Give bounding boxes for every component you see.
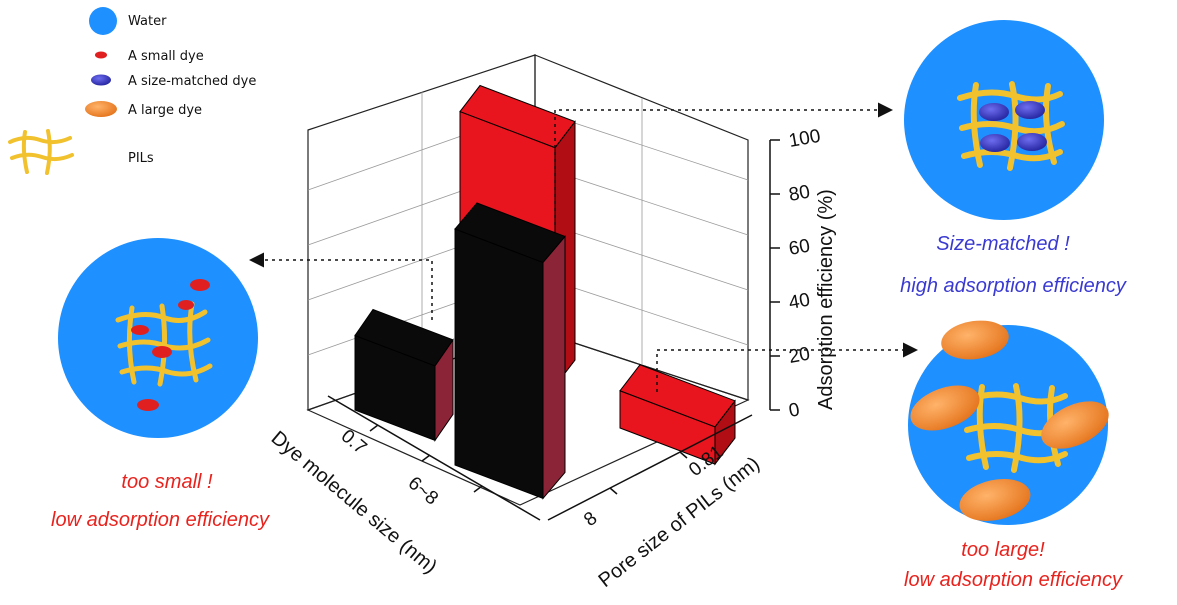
z-tick-label: 60 [787,236,811,260]
bar-top-face [459,84,576,149]
legend: Water A small dye A size-matched dye A l… [8,7,256,175]
left-caption-line2: low adsorption efficiency [51,509,270,531]
callout-arrows [249,102,918,392]
top-right-caption-line1: Size-matched ! [936,233,1070,255]
legend-label: Water [128,14,167,29]
legend-label: A small dye [128,49,204,64]
pil-network-icon [115,301,213,387]
y-axis-label: Pore size of PILs (nm) [595,453,764,592]
water-circle [904,20,1104,220]
x-tick-label: 6~8 [404,473,442,510]
z-tick-label: 100 [787,126,822,152]
z-tick-label: 80 [787,182,811,206]
z-tick-label: 0 [787,399,801,422]
bar-top-face [354,308,454,367]
small-dye-icon [95,51,107,59]
large-dye-molecules [910,320,1109,521]
left-caption-line1: too small ! [121,471,213,493]
z-axis-label: Adsorption efficiency (%) [815,189,837,410]
legend-label: A size-matched dye [128,74,256,89]
bar-top-face [619,364,736,428]
water-circle-icon [89,7,117,35]
water-circle [58,238,258,438]
large-dye-panel: too large! low adsorption efficiency [904,320,1123,591]
bars [354,84,736,500]
legend-item-water: Water [89,7,167,35]
matched-dye-molecules [979,101,1047,152]
z-tick-label: 20 [787,344,811,368]
bottom-right-caption-line1: too large! [961,539,1045,561]
pil-network-icon [8,129,74,175]
bottom-right-caption-line2: low adsorption efficiency [904,569,1123,591]
large-dye-icon [85,101,117,117]
pil-network-icon [957,81,1065,171]
bar-side-face [542,235,566,500]
bar-top-face [454,202,566,264]
x-tick-label: 0.7 [337,426,371,459]
size-matched-dye-icon [91,74,111,86]
legend-item-size-matched-dye: A size-matched dye [91,74,256,89]
size-matched-panel: Size-matched ! high adsorption efficienc… [900,20,1127,297]
legend-label: A large dye [128,103,202,118]
small-dye-panel: too small ! low adsorption efficiency [51,238,270,531]
legend-item-large-dye: A large dye [85,101,202,118]
y-tick-label: 8 [580,508,601,531]
z-axis: 0 20 40 60 80 100 Adsorption efficiency (%) [769,126,837,422]
legend-item-pils: PILs [8,129,154,175]
legend-label: PILs [128,151,154,166]
z-tick-label: 40 [787,290,811,314]
bar-front-face [454,228,544,500]
bar [354,308,454,443]
legend-item-small-dye: A small dye [95,49,204,64]
bar [454,202,566,500]
small-dye-molecules [131,279,210,411]
top-right-caption-line2: high adsorption efficiency [900,275,1127,297]
